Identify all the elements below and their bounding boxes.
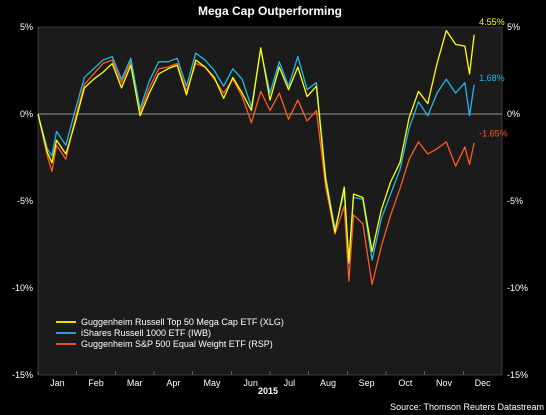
series-line	[37, 29, 475, 263]
x-tick-label: Sep	[359, 378, 375, 388]
y-tick-label-left: 0%	[20, 109, 33, 119]
x-tick-label: Aug	[320, 378, 336, 388]
chart-title: Mega Cap Outperforming	[198, 4, 342, 18]
source-note: Source: Thomson Reuters Datastream	[390, 402, 544, 412]
x-tick-label: Mar	[127, 378, 143, 388]
x-tick-label: Jan	[50, 378, 65, 388]
y-tick-label-right: -5%	[507, 196, 523, 206]
series-end-label: -1.65%	[479, 129, 508, 139]
x-tick-label: Apr	[166, 378, 180, 388]
y-axis-left: 5% 0% -5% -10% -15%	[12, 22, 33, 380]
series-line	[37, 59, 475, 286]
y-tick-label-left: -5%	[17, 196, 33, 206]
x-tick-label: Dec	[475, 378, 492, 388]
y-tick-label-right: -10%	[507, 283, 528, 293]
y-tick-label-right: -15%	[507, 370, 528, 380]
y-tick-label-left: 5%	[20, 22, 33, 32]
y-tick-label-right: 5%	[507, 22, 520, 32]
x-tick-label: May	[203, 378, 221, 388]
legend-entry: iShares Russell 1000 ETF (IWB)	[81, 328, 211, 338]
series-end-label: 4.55%	[479, 17, 505, 27]
legend: Guggenheim Russell Top 50 Mega Cap ETF (…	[50, 312, 320, 354]
x-tick-label: Feb	[88, 378, 104, 388]
end-labels: 4.55% 1.68% -1.65%	[479, 17, 508, 139]
y-tick-label-right: 0%	[507, 109, 520, 119]
x-tick-label: Jul	[284, 378, 296, 388]
x-tick-label: Nov	[436, 378, 453, 388]
y-axis-right: 5% 0% -5% -10% -15%	[507, 22, 528, 380]
x-axis-year-label: 2015	[258, 386, 278, 396]
x-tick-label: Oct	[398, 378, 413, 388]
series-end-label: 1.68%	[479, 73, 505, 83]
legend-box	[50, 312, 320, 354]
y-tick-label-left: -10%	[12, 283, 33, 293]
x-axis: Jan Feb Mar Apr May Jun Jul Aug Sep Oct Nov Dec	[37, 371, 492, 388]
legend-entry: Guggenheim S&P 500 Equal Weight ETF (RSP…	[81, 339, 273, 349]
x-tick-label: Jun	[243, 378, 258, 388]
legend-entry: Guggenheim Russell Top 50 Mega Cap ETF (…	[81, 317, 284, 327]
y-tick-label-left: -15%	[12, 370, 33, 380]
series-lines	[37, 29, 475, 286]
